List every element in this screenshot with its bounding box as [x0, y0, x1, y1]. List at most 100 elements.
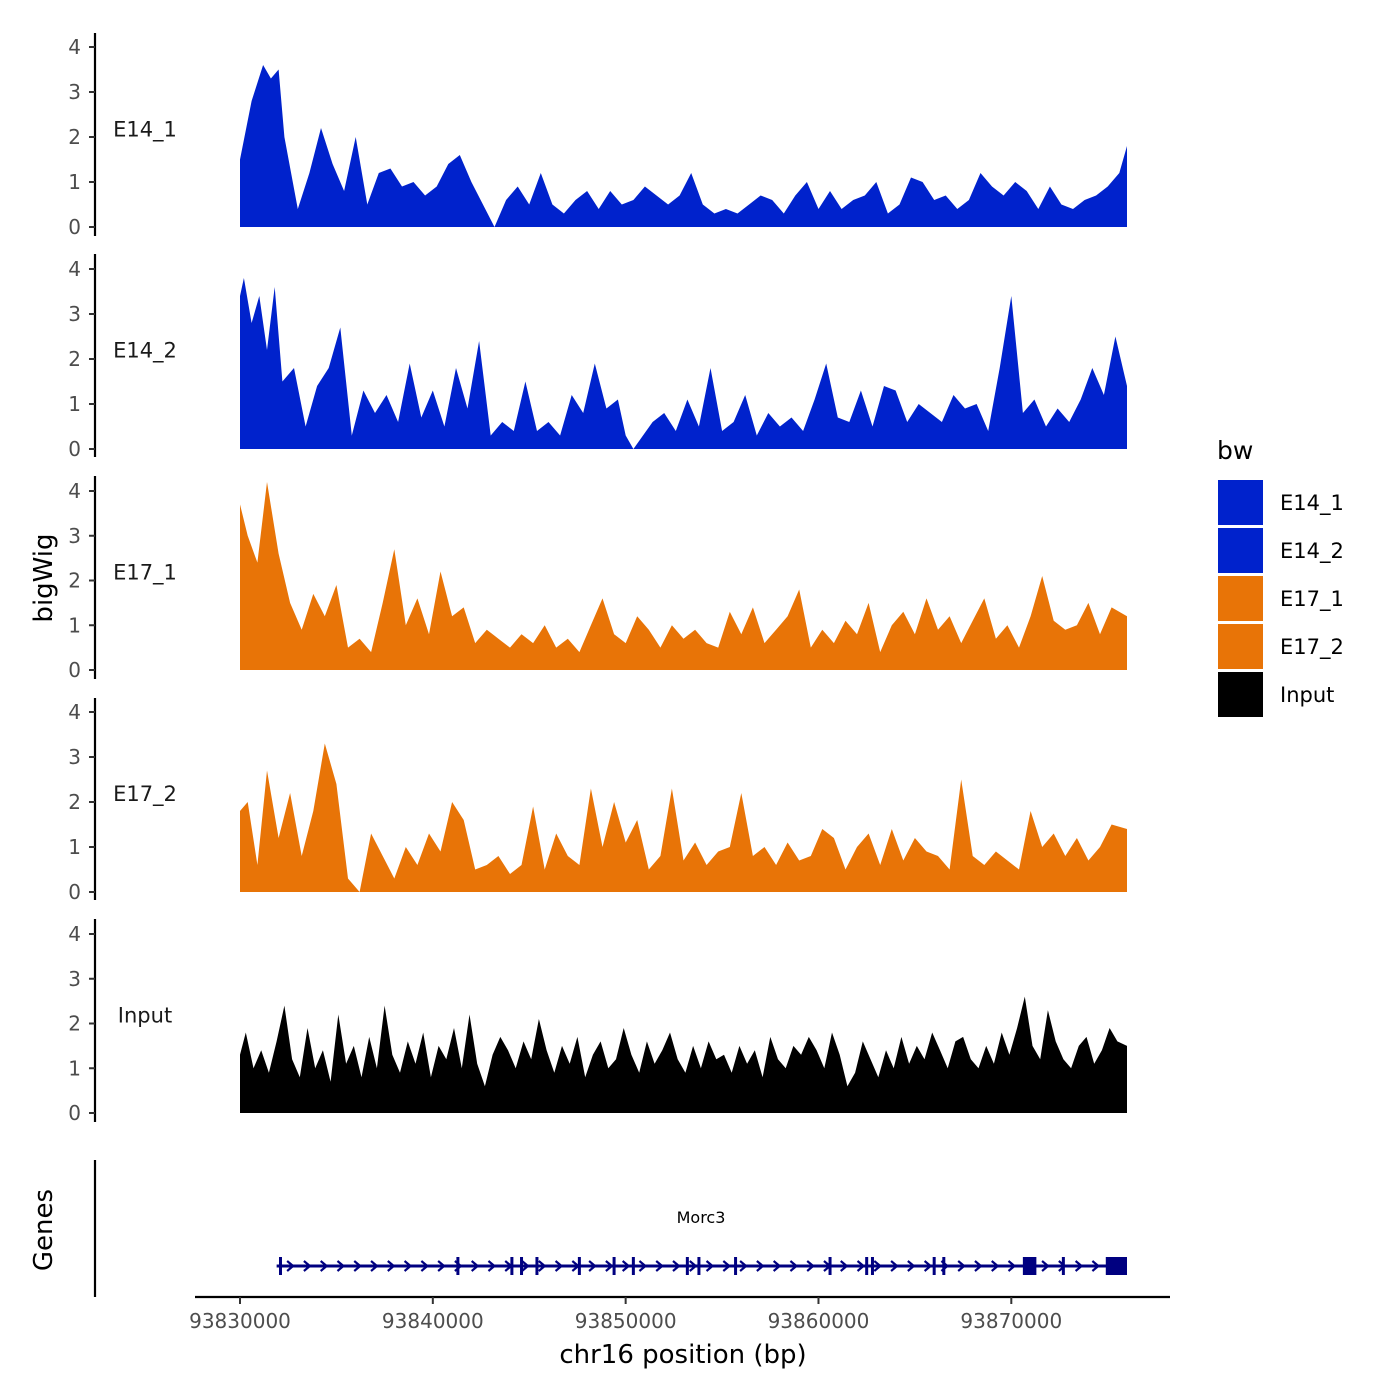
- strand-arrow: [756, 1260, 765, 1272]
- legend: bw E14_1 E14_2 E17_1 E17_2 Input: [1217, 436, 1344, 717]
- strand-arrow: [1074, 1260, 1084, 1272]
- x-tick-label: 93870000: [960, 1309, 1062, 1333]
- track-panel: 0 1 2 3 4 E14_2: [68, 254, 1127, 461]
- track-panel: 0 1 2 3 4 Input: [68, 919, 1127, 1125]
- strand-arrow: [655, 1260, 664, 1272]
- strand-arrow: [705, 1260, 715, 1272]
- y-tick-label: 0: [68, 437, 81, 461]
- x-tick-label: 93860000: [768, 1309, 870, 1333]
- gene-exon: [456, 1257, 460, 1275]
- y-tick-label: 3: [68, 302, 81, 326]
- legend-label: E17_1: [1280, 587, 1344, 612]
- strand-arrow: [890, 1260, 899, 1272]
- y-tick-label: 2: [68, 1012, 81, 1036]
- strand-arrow: [336, 1260, 346, 1272]
- legend-entry: E17_2: [1218, 624, 1344, 669]
- strand-arrow: [588, 1260, 597, 1272]
- x-tick-label: 93840000: [382, 1309, 484, 1333]
- y-tick-label: 2: [68, 125, 81, 149]
- x-axis: 93830000 93840000 93850000 93860000 93870000…: [189, 1295, 1170, 1370]
- signal-area: [240, 996, 1127, 1113]
- y-tick-label: 2: [68, 347, 81, 371]
- y-tick-label: 1: [68, 170, 81, 194]
- strand-arrow: [437, 1260, 446, 1272]
- signal-panels: 0 1 2 3 4 E14_1 0 1 2 3 4 E14_2 0 1 2 3 4 E17_1 0 1 2 3 4 E17_2…: [68, 33, 1127, 1125]
- y-tick-label: 0: [68, 1101, 81, 1125]
- gene-panel: Morc3 Genes: [29, 1160, 1127, 1297]
- y-tick-label: 1: [68, 835, 81, 859]
- gene-exon: [942, 1257, 946, 1275]
- track-panel: 0 1 2 3 4 E17_2: [68, 698, 1127, 904]
- y-tick-label: 1: [68, 613, 81, 637]
- strand-arrow: [991, 1260, 1000, 1272]
- strand-arrow: [806, 1260, 815, 1272]
- strand-arrow: [387, 1260, 396, 1272]
- strand-arrow: [538, 1260, 547, 1272]
- legend-swatch: [1218, 480, 1263, 525]
- y-tick-label: 2: [68, 790, 81, 814]
- gene-exon: [932, 1257, 936, 1275]
- strand-arrow: [1091, 1260, 1101, 1272]
- x-axis-title: chr16 position (bp): [559, 1340, 806, 1370]
- gene-exon: [697, 1257, 701, 1275]
- gene-exon: [278, 1257, 282, 1275]
- gene-exon-block: [1022, 1257, 1037, 1275]
- legend-swatch: [1218, 672, 1263, 717]
- y-tick-label: 0: [68, 215, 81, 239]
- track-label: E17_2: [113, 782, 177, 807]
- strand-arrow: [689, 1260, 698, 1272]
- gene-exon: [1061, 1257, 1065, 1275]
- strand-arrow: [487, 1260, 497, 1272]
- y-tick-label: 1: [68, 392, 81, 416]
- strand-arrow: [856, 1260, 866, 1272]
- gene-name-label: Morc3: [677, 1208, 726, 1227]
- legend-entry: Input: [1218, 672, 1334, 717]
- strand-arrow: [370, 1260, 379, 1272]
- gene-exon: [612, 1257, 616, 1275]
- y-tick-label: 3: [68, 967, 81, 991]
- strand-arrow: [420, 1260, 430, 1272]
- strand-arrow: [1041, 1260, 1050, 1272]
- y-tick-label: 4: [68, 479, 81, 503]
- strand-arrow: [739, 1260, 748, 1272]
- x-tick-label: 93830000: [189, 1309, 291, 1333]
- gene-exon: [577, 1257, 581, 1275]
- track-label: E14_1: [113, 118, 177, 143]
- strand-arrow: [923, 1260, 933, 1272]
- track-label: E17_1: [113, 561, 177, 586]
- gene-exon: [510, 1257, 514, 1275]
- track-panel: 0 1 2 3 4 E17_1: [68, 476, 1127, 682]
- y-tick-label: 2: [68, 569, 81, 593]
- track-label: E14_2: [113, 339, 177, 364]
- gene-exon: [870, 1257, 874, 1275]
- legend-swatch: [1218, 528, 1263, 573]
- track-label: Input: [118, 1004, 172, 1028]
- strand-arrow: [974, 1260, 983, 1272]
- y-tick-label: 3: [68, 524, 81, 548]
- legend-label: Input: [1280, 683, 1334, 707]
- gene-exon: [865, 1257, 869, 1275]
- legend-entry: E17_1: [1218, 576, 1344, 621]
- strand-arrow: [470, 1260, 480, 1272]
- strand-arrow: [521, 1260, 530, 1272]
- legend-label: E14_2: [1280, 539, 1344, 564]
- y-tick-label: 0: [68, 880, 81, 904]
- strand-arrow: [1007, 1260, 1017, 1272]
- y-tick-label: 4: [68, 700, 81, 724]
- y-tick-label: 3: [68, 745, 81, 769]
- legend-entry: E14_2: [1218, 528, 1344, 573]
- legend-label: E17_2: [1280, 635, 1344, 660]
- strand-arrow: [319, 1260, 329, 1272]
- strand-arrow: [638, 1260, 648, 1272]
- gene-structure: [276, 1257, 1127, 1275]
- y-tick-label: 1: [68, 1056, 81, 1080]
- strand-arrow: [840, 1260, 849, 1272]
- gene-exon: [535, 1257, 539, 1275]
- strand-arrow: [303, 1260, 312, 1272]
- gene-exon: [631, 1257, 635, 1275]
- gene-exon: [734, 1257, 738, 1275]
- legend-entry: E14_1: [1218, 480, 1344, 525]
- legend-label: E14_1: [1280, 491, 1344, 516]
- gene-exon-block: [1105, 1257, 1127, 1275]
